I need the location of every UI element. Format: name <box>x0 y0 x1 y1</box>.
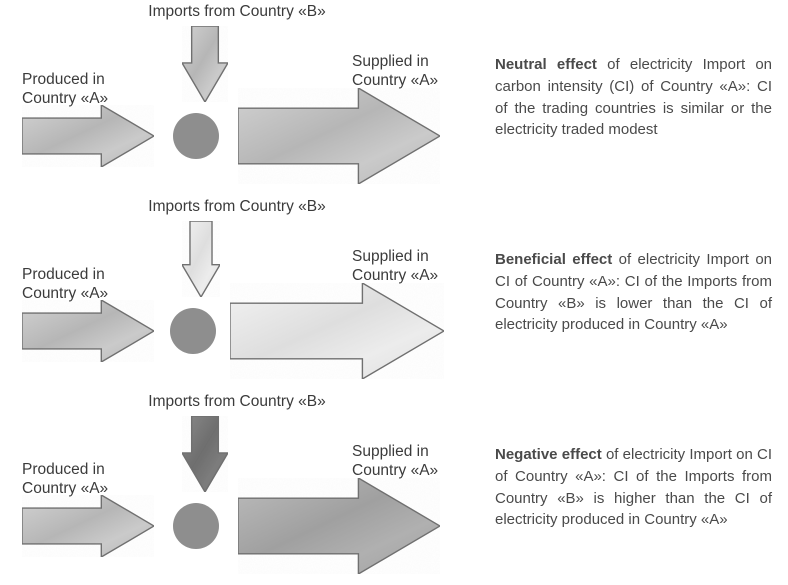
mix-circle <box>173 503 219 549</box>
label-produced-l1: Produced in <box>22 266 105 283</box>
label-produced: Produced in Country «A» <box>22 70 137 109</box>
arrow-imports <box>182 221 220 297</box>
label-supplied: Supplied in Country «A» <box>352 247 472 286</box>
mix-circle <box>170 308 216 354</box>
scenario-row-beneficial: Imports from Country «B» Produced in Cou… <box>0 195 788 390</box>
diagram-neutral: Imports from Country «B» Produced in Cou… <box>12 0 487 195</box>
desc-title: Neutral effect <box>495 56 597 73</box>
arrow-imports <box>182 416 228 492</box>
arrow-produced <box>22 300 154 362</box>
label-produced-l1: Produced in <box>22 461 105 478</box>
label-produced-l1: Produced in <box>22 71 105 88</box>
arrow-supplied <box>238 478 440 574</box>
label-imports: Imports from Country «B» <box>127 197 347 216</box>
label-imports: Imports from Country «B» <box>127 392 347 411</box>
desc-title: Negative effect <box>495 446 602 463</box>
mix-circle <box>173 113 219 159</box>
label-produced: Produced in Country «A» <box>22 460 137 499</box>
description-neutral: Neutral effect of electricity Import on … <box>487 54 776 141</box>
label-supplied-l1: Supplied in <box>352 443 429 460</box>
label-supplied: Supplied in Country «A» <box>352 52 472 91</box>
label-supplied-l2: Country «A» <box>352 462 438 479</box>
label-supplied: Supplied in Country «A» <box>352 442 472 481</box>
arrow-imports <box>182 26 228 102</box>
description-beneficial: Beneficial effect of electricity Import … <box>487 249 776 336</box>
scenario-row-neutral: Imports from Country «B» Produced in Cou… <box>0 0 788 195</box>
arrow-produced <box>22 105 154 167</box>
label-supplied-l1: Supplied in <box>352 248 429 265</box>
scenario-row-negative: Imports from Country «B» Produced in Cou… <box>0 390 788 585</box>
infographic-root: Imports from Country «B» Produced in Cou… <box>0 0 788 585</box>
label-supplied-l2: Country «A» <box>352 267 438 284</box>
label-supplied-l1: Supplied in <box>352 53 429 70</box>
description-negative: Negative effect of electricity Import on… <box>487 444 776 531</box>
label-supplied-l2: Country «A» <box>352 72 438 89</box>
diagram-beneficial: Imports from Country «B» Produced in Cou… <box>12 195 487 390</box>
label-imports: Imports from Country «B» <box>127 2 347 21</box>
label-produced: Produced in Country «A» <box>22 265 137 304</box>
diagram-negative: Imports from Country «B» Produced in Cou… <box>12 390 487 585</box>
arrow-supplied <box>230 283 444 379</box>
arrow-produced <box>22 495 154 557</box>
desc-title: Beneficial effect <box>495 251 612 268</box>
arrow-supplied <box>238 88 440 184</box>
